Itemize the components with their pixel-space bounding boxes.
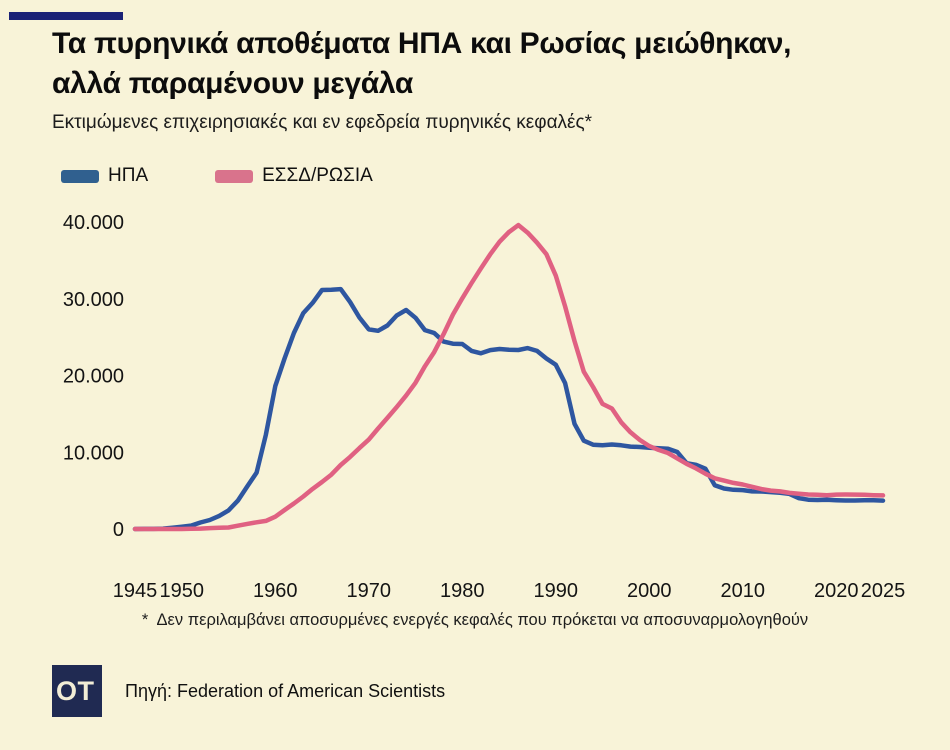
x-axis-tick: 1950 xyxy=(160,580,205,602)
chart-title: Τα πυρηνικά αποθέματα ΗΠΑ και Ρωσίας μει… xyxy=(52,27,792,100)
x-axis-tick: 1990 xyxy=(534,580,579,602)
y-axis-tick: 20.000 xyxy=(63,366,124,388)
us-legend-swatch xyxy=(61,169,99,183)
x-axis-tick: 2025 xyxy=(861,580,906,602)
ussr-russia-line xyxy=(132,222,886,532)
ussr-russia-legend-label: ΕΣΣΔ/ΡΩΣΙΑ xyxy=(262,165,373,186)
legend: ΗΠΑ ΕΣΣΔ/ΡΩΣΙΑ xyxy=(61,165,373,187)
x-axis-tick: 1980 xyxy=(440,580,485,602)
ot-logo-text: OT xyxy=(56,675,95,706)
y-axis-tick: 0 xyxy=(113,519,124,541)
x-axis-tick: 1960 xyxy=(253,580,298,602)
footnote: * Δεν περιλαμβάνει αποσυρμένες ενεργές κ… xyxy=(141,611,809,629)
legend-item-ussr-russia: ΕΣΣΔ/ΡΩΣΙΑ xyxy=(215,165,373,187)
x-axis-tick: 2020 xyxy=(814,580,859,602)
x-axis-tick: 1970 xyxy=(347,580,392,602)
y-axis-tick: 10.000 xyxy=(63,442,124,464)
chart-subtitle: Εκτιμώμενες επιχειρησιακές και εν εφεδρε… xyxy=(52,112,593,133)
y-axis-tick: 40.000 xyxy=(63,212,124,234)
us-line xyxy=(132,286,886,532)
x-axis-tick: 1945 xyxy=(113,580,158,602)
x-axis-tick: 2000 xyxy=(627,580,672,602)
y-axis-tick: 30.000 xyxy=(63,289,124,311)
legend-item-us: ΗΠΑ xyxy=(61,165,148,187)
ot-logo: OT xyxy=(52,665,102,717)
accent-bar xyxy=(9,12,123,20)
us-legend-label: ΗΠΑ xyxy=(108,165,149,186)
source-attribution: Πηγή: Federation of American Scientists xyxy=(125,681,446,701)
x-axis-tick: 2010 xyxy=(721,580,766,602)
ussr-russia-legend-swatch xyxy=(215,169,254,183)
